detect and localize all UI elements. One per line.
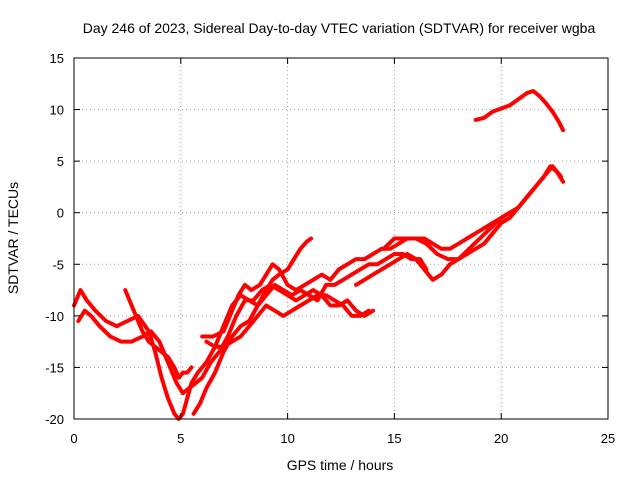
x-tick-label: 5 <box>177 431 184 446</box>
y-tick-label: -5 <box>52 257 64 272</box>
x-axis-label: GPS time / hours <box>287 457 394 473</box>
y-tick-label: 15 <box>50 51 64 66</box>
x-axis-ticks: 0 5 10 15 20 25 <box>70 58 615 446</box>
y-axis-ticks: -20 -15 -10 -5 0 5 10 15 <box>45 51 608 427</box>
series-track-9 <box>473 89 566 133</box>
y-tick-label: 5 <box>57 154 64 169</box>
y-tick-label: -15 <box>45 360 64 375</box>
x-tick-label: 25 <box>601 431 615 446</box>
series-track-6 <box>204 293 371 349</box>
y-tick-label: -20 <box>45 412 64 427</box>
y-tick-label: 10 <box>50 103 64 118</box>
x-tick-label: 20 <box>494 431 508 446</box>
y-axis-label: SDTVAR / TECUs <box>5 182 21 294</box>
x-tick-label: 15 <box>387 431 401 446</box>
series-track-3 <box>123 288 194 380</box>
x-tick-label: 0 <box>70 431 77 446</box>
chart-title: Day 246 of 2023, Sidereal Day-to-day VTE… <box>83 20 596 36</box>
grid-lines <box>74 58 608 419</box>
y-tick-label: -10 <box>45 309 64 324</box>
y-tick-label: 0 <box>57 206 64 221</box>
plot-frame <box>73 57 609 420</box>
series-track-4 <box>191 236 314 416</box>
data-series <box>72 89 566 421</box>
series-track-8 <box>381 210 512 262</box>
x-tick-label: 10 <box>280 431 294 446</box>
